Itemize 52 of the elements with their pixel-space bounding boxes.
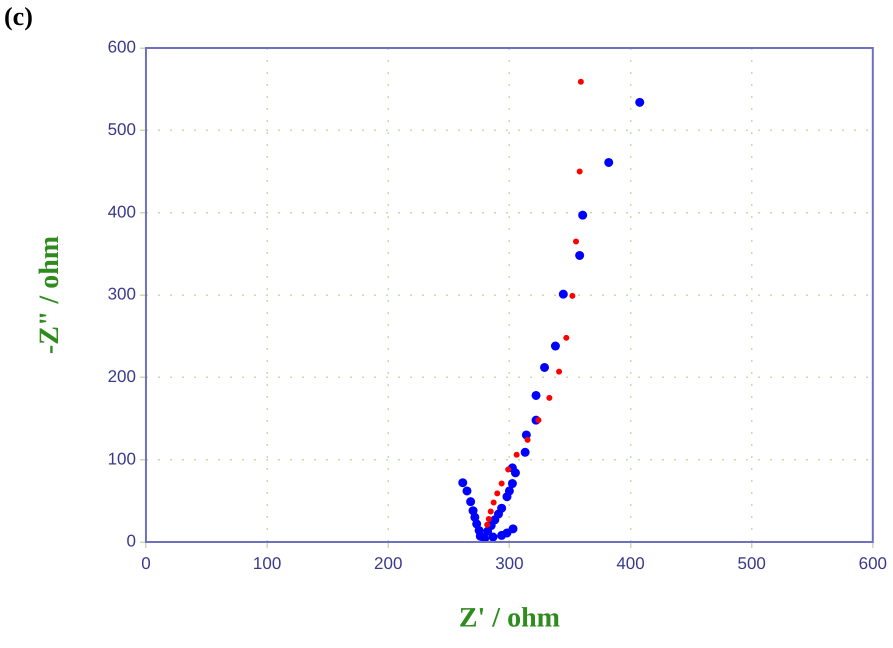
y-tick-label: 300 <box>108 284 136 304</box>
point <box>466 497 476 506</box>
y-tick-label: 400 <box>108 202 136 222</box>
point <box>578 210 588 220</box>
point <box>490 499 497 506</box>
y-tick-label: 200 <box>108 367 136 386</box>
point <box>497 530 506 540</box>
point <box>540 362 550 372</box>
point <box>575 250 584 260</box>
point <box>476 532 485 541</box>
point <box>535 417 542 424</box>
y-tick-label: 100 <box>108 449 136 468</box>
x-tick-label: 300 <box>495 554 524 573</box>
point <box>498 480 505 487</box>
point <box>502 492 512 502</box>
point <box>488 532 498 542</box>
x-tick-label: 500 <box>737 554 766 573</box>
point <box>508 524 518 534</box>
point <box>524 436 531 443</box>
point <box>563 334 570 341</box>
chart-title: (c) <box>4 2 33 32</box>
x-tick-label: 600 <box>858 554 888 573</box>
point <box>484 522 490 528</box>
point <box>494 490 500 496</box>
x-axis-title: Z' / ohm <box>458 602 560 634</box>
y-tick-label: 500 <box>108 120 136 140</box>
point <box>458 478 468 488</box>
point <box>508 479 517 488</box>
x-tick-label: 400 <box>616 554 645 573</box>
point <box>604 158 614 167</box>
point <box>488 508 494 515</box>
y-axis-title: -Z" / ohm <box>34 236 66 354</box>
point <box>486 516 492 522</box>
point <box>569 292 576 299</box>
point <box>573 238 580 244</box>
point <box>556 368 562 375</box>
point <box>532 390 541 400</box>
y-tick-label: 0 <box>126 532 136 551</box>
point <box>546 394 552 401</box>
x-tick-label: 100 <box>252 554 282 573</box>
x-tick-label: 0 <box>141 554 151 573</box>
point <box>550 342 560 351</box>
y-tick-label: 600 <box>108 38 136 57</box>
point <box>514 452 520 458</box>
x-tick-label: 200 <box>374 554 402 573</box>
point <box>520 448 530 457</box>
point <box>635 98 644 107</box>
point <box>578 78 584 85</box>
point <box>505 466 512 473</box>
point <box>462 486 472 496</box>
point <box>558 290 568 299</box>
point <box>576 168 583 174</box>
